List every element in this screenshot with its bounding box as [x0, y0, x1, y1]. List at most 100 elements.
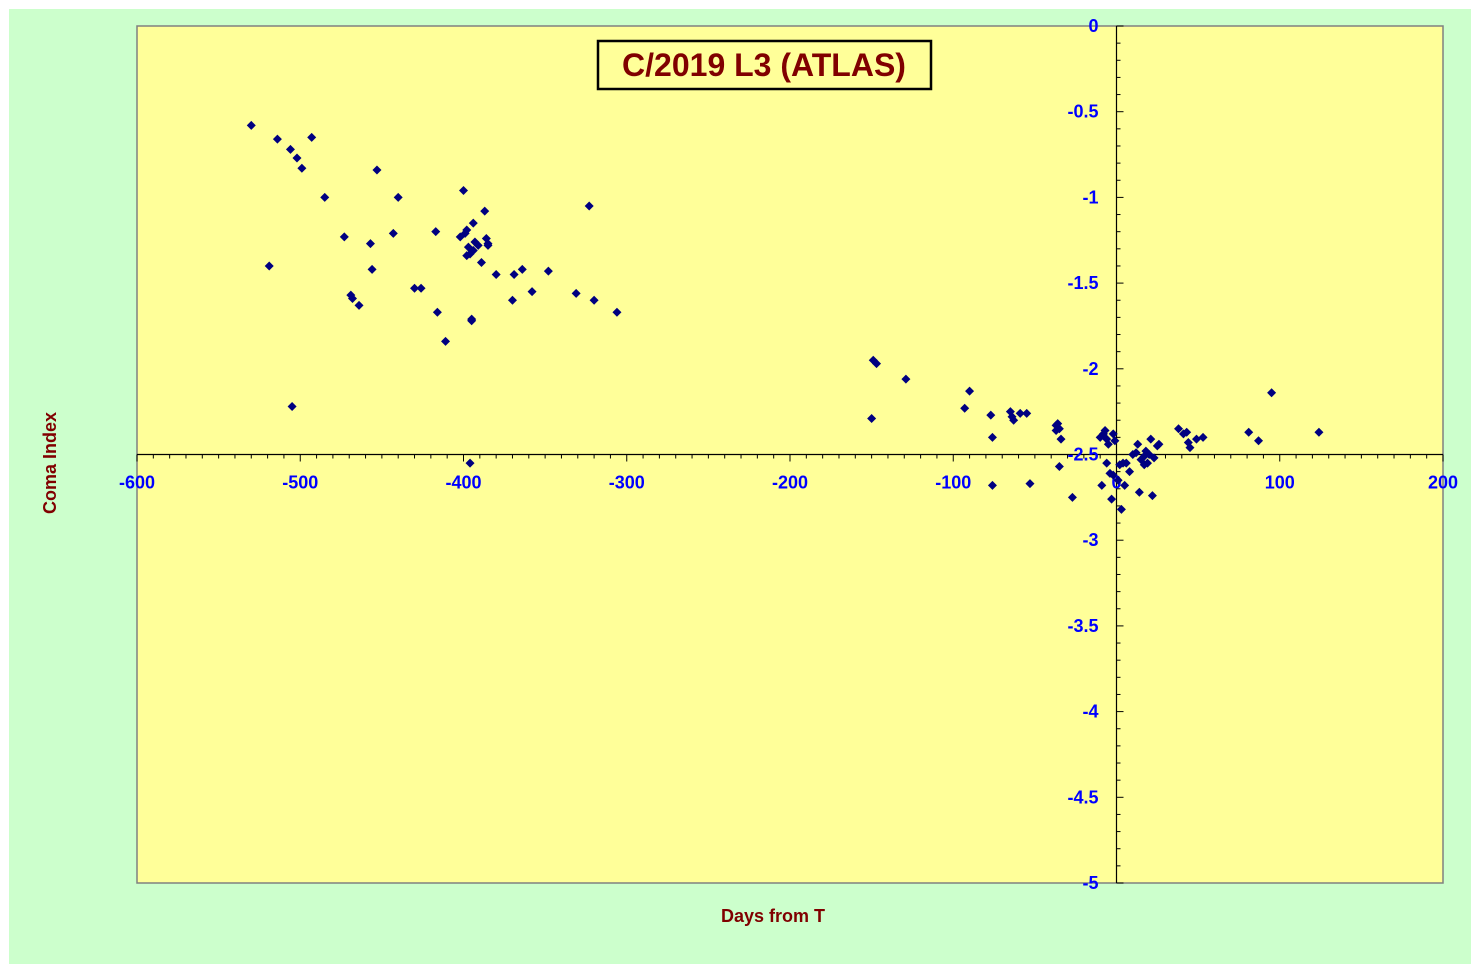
- data-point: [483, 240, 493, 250]
- chart-title: C/2019 L3 (ATLAS): [622, 47, 906, 83]
- data-point: [1267, 388, 1277, 398]
- data-point: [1054, 461, 1064, 471]
- data-point: [1198, 432, 1208, 442]
- data-point: [1097, 480, 1107, 490]
- tick-marks: [136, 25, 1444, 884]
- data-point: [1147, 491, 1157, 501]
- data-point: [468, 218, 478, 228]
- data-point: [393, 192, 403, 202]
- data-point: [1131, 448, 1141, 458]
- data-points: [246, 120, 1324, 514]
- data-point: [476, 258, 486, 268]
- data-point: [473, 240, 483, 250]
- data-point: [1134, 487, 1144, 497]
- data-point: [468, 246, 478, 256]
- y-tick-label: -1.5: [1067, 273, 1098, 293]
- data-point: [1314, 427, 1324, 437]
- data-point: [339, 232, 349, 242]
- data-point: [960, 403, 970, 413]
- data-point: [320, 192, 330, 202]
- data-point: [589, 295, 599, 305]
- data-point: [1191, 434, 1201, 444]
- data-point: [965, 386, 975, 396]
- y-tick-label: -1: [1082, 187, 1098, 207]
- data-point: [986, 410, 996, 420]
- data-point: [1146, 434, 1156, 444]
- x-tick-label: 100: [1265, 473, 1295, 493]
- data-point: [410, 283, 420, 293]
- y-tick-label: -5: [1082, 873, 1098, 893]
- data-point: [467, 314, 477, 324]
- data-point: [987, 480, 997, 490]
- data-point: [441, 336, 451, 346]
- data-point: [867, 414, 877, 424]
- data-point: [1108, 429, 1118, 439]
- data-point: [431, 227, 441, 237]
- y-tick-label: -4: [1082, 702, 1098, 722]
- data-point: [1100, 426, 1110, 436]
- data-point: [987, 432, 997, 442]
- data-point: [1149, 453, 1159, 463]
- data-point: [354, 300, 364, 310]
- data-point: [347, 294, 357, 304]
- data-point: [1121, 458, 1131, 468]
- data-point: [1051, 426, 1061, 436]
- data-point: [459, 186, 468, 196]
- x-tick-label: -300: [609, 473, 645, 493]
- data-point: [1244, 427, 1254, 437]
- x-tick-label: -100: [935, 473, 971, 493]
- data-point: [416, 283, 426, 293]
- chart-title-box: C/2019 L3 (ATLAS): [596, 39, 933, 91]
- data-point: [571, 288, 581, 298]
- data-point: [1154, 439, 1164, 449]
- data-point: [507, 295, 517, 305]
- x-tick-label: -500: [282, 473, 318, 493]
- data-point: [1009, 415, 1019, 425]
- x-tick-label: -600: [119, 473, 155, 493]
- data-point: [1174, 424, 1184, 434]
- data-point: [1022, 408, 1032, 418]
- data-point: [1116, 504, 1126, 514]
- data-point: [543, 266, 553, 276]
- data-point: [1113, 475, 1123, 485]
- data-point: [1110, 436, 1120, 446]
- data-point: [517, 264, 527, 274]
- data-point: [1025, 479, 1035, 489]
- data-point: [365, 239, 375, 249]
- y-tick-labels: 0 -0.5 -1 -1.5 -2 -2.5 -3 -3.5 -4 -4.5 -5: [1067, 16, 1098, 893]
- data-point: [872, 359, 882, 369]
- data-point: [584, 201, 594, 211]
- data-point: [1254, 436, 1264, 446]
- data-point: [1143, 458, 1153, 468]
- data-point: [264, 261, 274, 271]
- data-point: [480, 206, 490, 216]
- data-point: [1056, 434, 1066, 444]
- data-point: [307, 132, 317, 142]
- data-point: [1182, 427, 1192, 437]
- data-point: [527, 287, 537, 297]
- y-tick-label: -3.5: [1067, 616, 1098, 636]
- data-point: [462, 225, 472, 235]
- y-axis-title: Coma Index: [40, 412, 60, 514]
- data-point: [612, 307, 622, 317]
- data-point: [491, 270, 501, 280]
- data-point: [1107, 494, 1117, 504]
- data-point: [292, 153, 302, 163]
- data-point: [1125, 467, 1135, 477]
- data-point: [367, 264, 377, 274]
- data-point: [297, 163, 307, 173]
- data-point: [901, 374, 911, 384]
- x-tick-labels: -600-500-400-300-200-1000100200: [119, 473, 1458, 493]
- data-point: [1108, 470, 1118, 480]
- x-tick-label: -400: [445, 473, 481, 493]
- x-tick-label: -200: [772, 473, 808, 493]
- x-tick-label: 200: [1428, 473, 1458, 493]
- data-point: [287, 402, 297, 412]
- y-tick-label: -4.5: [1067, 787, 1098, 807]
- y-tick-label: 0: [1088, 16, 1098, 36]
- data-point: [1133, 439, 1143, 449]
- data-point: [1102, 458, 1112, 468]
- data-point: [1103, 439, 1113, 449]
